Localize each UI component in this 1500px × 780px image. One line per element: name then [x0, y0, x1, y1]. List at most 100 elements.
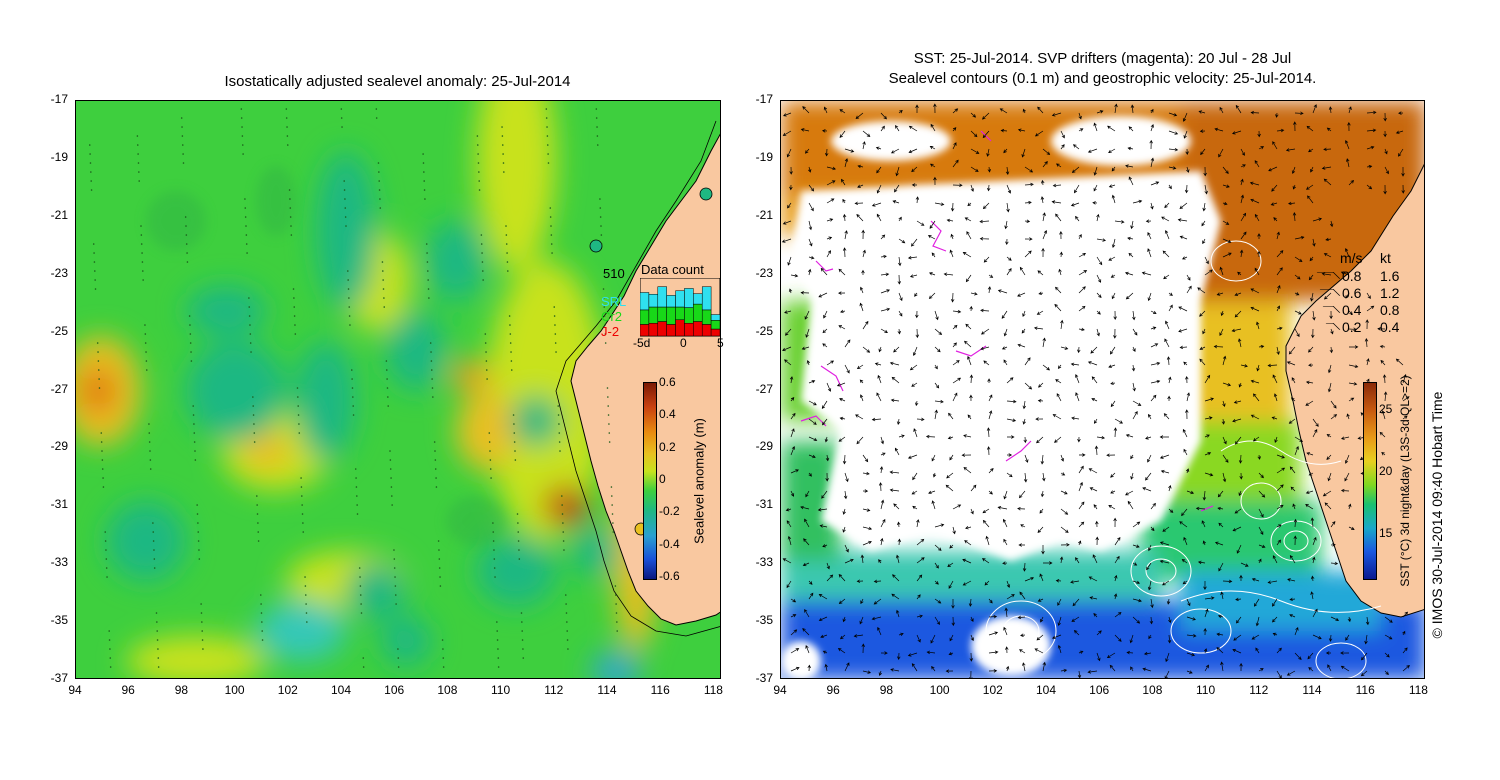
velocity-arrow [1276, 305, 1280, 312]
velocity-arrow [1150, 181, 1160, 186]
velocity-arrow [1222, 220, 1230, 225]
track-dot [252, 405, 254, 407]
track-dot [494, 576, 496, 578]
velocity-arrow [1274, 436, 1278, 443]
track-dot [148, 441, 151, 443]
velocity-arrow [1035, 417, 1044, 421]
track-dot [260, 612, 263, 614]
velocity-arrow [790, 428, 795, 438]
track-dot [145, 360, 148, 362]
track-dot [344, 207, 347, 209]
velocity-arrow [838, 325, 846, 330]
velocity-arrow [916, 417, 925, 422]
track-dot [348, 306, 351, 308]
velocity-arrow [1202, 490, 1207, 501]
velocity-arrow [1235, 104, 1242, 114]
velocity-arrow [1344, 139, 1350, 150]
velocity-arrow [1286, 361, 1296, 366]
velocity-arrow [1273, 217, 1278, 222]
velocity-arrow [820, 634, 828, 639]
velocity-arrow [842, 616, 846, 623]
y-tick-label: -17 [50, 92, 68, 106]
geostrophic-velocity-vectors [781, 103, 1410, 678]
velocity-arrow [1168, 166, 1177, 170]
velocity-arrow [948, 580, 954, 589]
velocity-arrow [1109, 346, 1116, 355]
velocity-arrow [986, 148, 990, 157]
velocity-arrow [1276, 128, 1285, 133]
velocity-arrow [805, 644, 810, 654]
velocity-arrow [1130, 104, 1135, 114]
velocity-arrow [952, 360, 960, 366]
track-dot [94, 270, 96, 272]
velocity-arrow [1276, 524, 1282, 528]
track-dot [610, 486, 613, 488]
velocity-arrow [929, 145, 936, 150]
track-dot [477, 162, 480, 164]
velocity-arrow [1130, 454, 1134, 460]
velocity-arrow [1272, 616, 1278, 623]
track-dot [394, 585, 397, 587]
velocity-arrow [838, 268, 846, 276]
velocity-arrow [880, 272, 890, 277]
track-dot [181, 135, 184, 137]
track-dot [102, 486, 105, 488]
velocity-arrow [1167, 634, 1172, 644]
velocity-arrow [844, 558, 854, 564]
track-dot [362, 657, 365, 659]
velocity-arrow [1150, 343, 1159, 348]
velocity-arrow [988, 614, 998, 619]
velocity-arrow [808, 418, 817, 425]
velocity-arrow [1060, 144, 1065, 150]
velocity-arrow [1159, 435, 1170, 439]
velocity-arrow [824, 436, 829, 443]
track-dot [257, 531, 260, 533]
velocity-arrow [985, 535, 990, 546]
velocity-arrow [988, 669, 998, 673]
track-dot [616, 621, 618, 623]
track-dot [348, 315, 351, 317]
sst-colorbar [1363, 382, 1377, 580]
velocity-arrow [1384, 166, 1389, 175]
velocity-arrow [952, 309, 962, 314]
track-dot [89, 162, 92, 164]
velocity-arrow [1235, 616, 1242, 624]
velocity-arrow [1217, 614, 1224, 619]
track-dot [202, 648, 204, 650]
velocity-arrow [1250, 288, 1260, 294]
velocity-arrow [1059, 556, 1064, 564]
velocity-arrow [1096, 630, 1102, 636]
velocity-arrow [804, 310, 810, 320]
velocity-arrow [1186, 392, 1191, 402]
velocity-arrow [986, 184, 991, 192]
velocity-arrow [982, 130, 990, 139]
track-dot [356, 495, 358, 497]
velocity-arrow [1361, 652, 1368, 661]
velocity-arrow [1258, 558, 1262, 564]
track-dot [558, 441, 561, 443]
track-dot [553, 306, 556, 308]
track-dot [157, 648, 159, 650]
track-dot [382, 288, 385, 290]
velocity-arrow [1384, 652, 1390, 658]
velocity-arrow [897, 538, 902, 546]
velocity-arrow [1217, 490, 1224, 498]
track-dot [145, 369, 148, 371]
track-dot [558, 423, 560, 425]
velocity-arrow [896, 609, 900, 618]
velocity-arrow [1168, 147, 1179, 152]
velocity-arrow [1292, 212, 1297, 222]
velocity-arrow [896, 521, 901, 528]
track-dot [562, 531, 565, 533]
velocity-arrow [898, 632, 904, 637]
velocity-arrow [1239, 574, 1243, 582]
velocity-arrow [1258, 472, 1264, 479]
velocity-arrow [1348, 179, 1355, 186]
velocity-arrow [1096, 110, 1104, 114]
velocity-arrow [930, 634, 936, 644]
velocity-arrow [1293, 535, 1297, 546]
velocity-arrow [808, 400, 817, 406]
track-dot [340, 108, 343, 110]
track-dot [595, 108, 598, 110]
velocity-arrow [979, 237, 990, 241]
